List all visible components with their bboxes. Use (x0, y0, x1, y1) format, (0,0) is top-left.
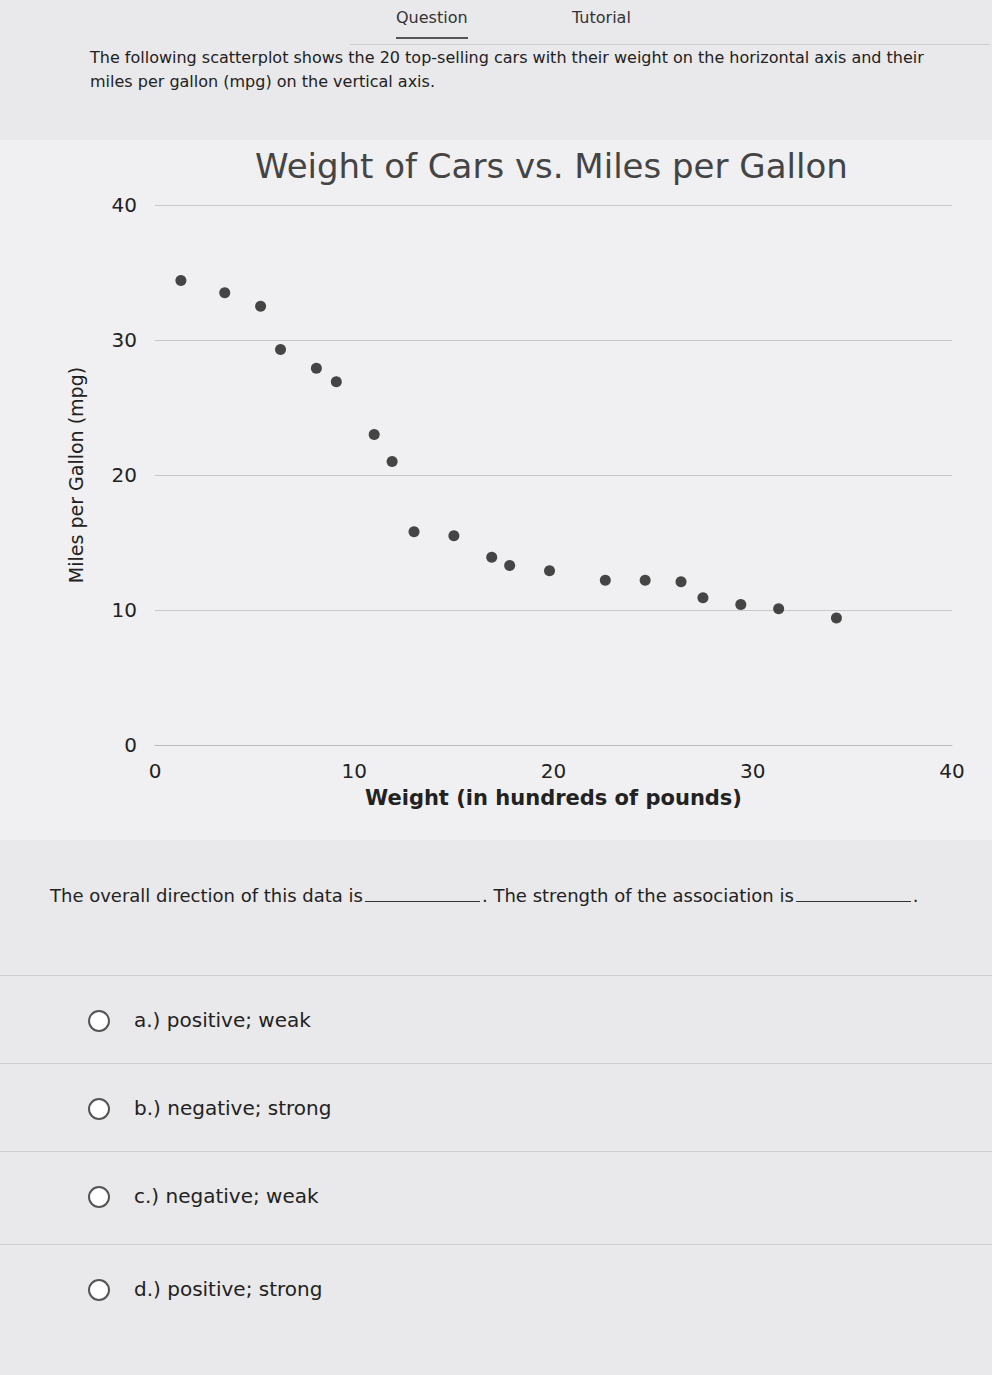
svg-text:30: 30 (112, 328, 137, 352)
svg-text:10: 10 (342, 759, 367, 783)
html-text:The overall direction of this: The overall direction of this data is (50, 885, 363, 906)
svg-text:20: 20 (112, 463, 137, 487)
svg-text:Miles per Gallon (mpg): Miles per Gallon (mpg) (65, 367, 87, 583)
svg-text:40: 40 (112, 193, 137, 217)
html-text:a.) positive; weak: a.) positive; weak (134, 1008, 311, 1032)
svg-text:40: 40 (939, 759, 964, 783)
svg-text:30: 30 (740, 759, 765, 783)
html-text:The following scatterplot show: The following scatterplot shows the 20 t… (90, 48, 924, 91)
svg-text:10: 10 (112, 598, 137, 622)
html-text:. The strength of the associat: . The strength of the association is (482, 885, 794, 906)
html-text:c.) negative; weak: c.) negative; weak (134, 1184, 319, 1208)
html-text:b.) negative; strong: b.) negative; strong (134, 1096, 332, 1120)
html-text:Tutorial: Tutorial (572, 8, 631, 27)
svg-text:0: 0 (149, 759, 162, 783)
svg-text:0: 0 (124, 733, 137, 757)
svg-text:Weight of Cars vs. Miles per G: Weight of Cars vs. Miles per Gallon (255, 146, 848, 186)
html-text:d.) positive; strong: d.) positive; strong (134, 1277, 323, 1301)
svg-text:20: 20 (541, 759, 566, 783)
svg-text:Weight (in hundreds of pounds): Weight (in hundreds of pounds) (365, 786, 742, 810)
html-text:Question: Question (396, 8, 468, 27)
